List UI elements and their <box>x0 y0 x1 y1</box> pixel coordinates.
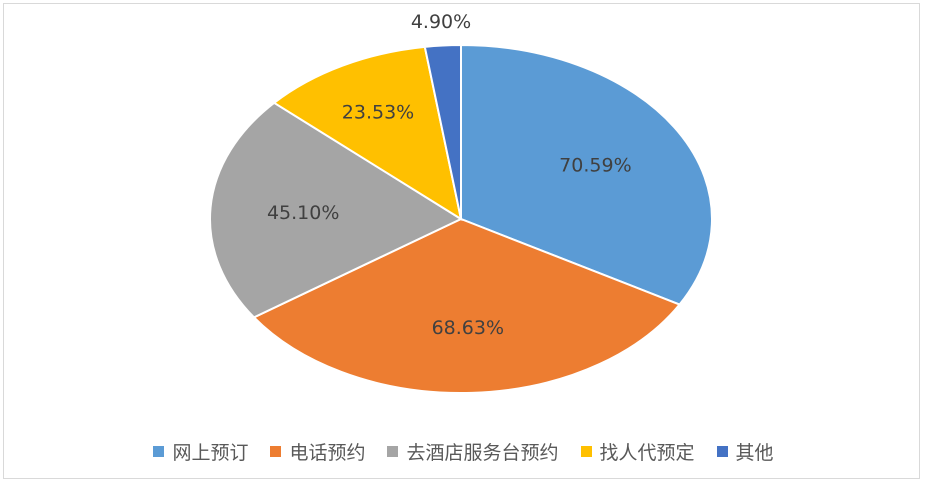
slice-value-label: 70.59% <box>559 155 631 177</box>
legend-item: 网上预订 <box>153 438 248 465</box>
legend-label: 网上预订 <box>172 442 249 464</box>
legend-label: 其他 <box>735 442 774 464</box>
pie-slice <box>209 101 464 319</box>
slice-value-label: 45.10% <box>267 202 339 224</box>
pie-slice <box>272 45 463 222</box>
legend-swatch <box>270 446 282 457</box>
pie-chart: 70.59% 68.63% 45.10% 23.53% 4.90% <box>209 11 713 394</box>
legend-swatch <box>387 446 399 457</box>
slice-value-label: 68.63% <box>432 317 504 339</box>
legend-item: 去酒店服务台预约 <box>387 438 559 465</box>
pie-slice <box>460 43 713 306</box>
slice-value-label: 23.53% <box>342 102 414 124</box>
legend-label: 去酒店服务台预约 <box>406 442 559 464</box>
legend-item: 电话预约 <box>270 438 365 465</box>
pie-slice <box>423 43 462 220</box>
legend-swatch <box>716 446 728 457</box>
legend-label: 找人代预定 <box>599 442 695 464</box>
legend-label: 电话预约 <box>289 442 366 464</box>
slice-value-label: 4.90% <box>411 11 471 33</box>
legend-swatch <box>580 446 592 457</box>
legend-swatch <box>153 446 165 457</box>
legend: 网上预订 电话预约 去酒店服务台预约 找人代预定 其他 <box>0 438 927 465</box>
pie-slice <box>252 217 682 394</box>
legend-item: 找人代预定 <box>580 438 695 465</box>
legend-item: 其他 <box>716 438 774 465</box>
